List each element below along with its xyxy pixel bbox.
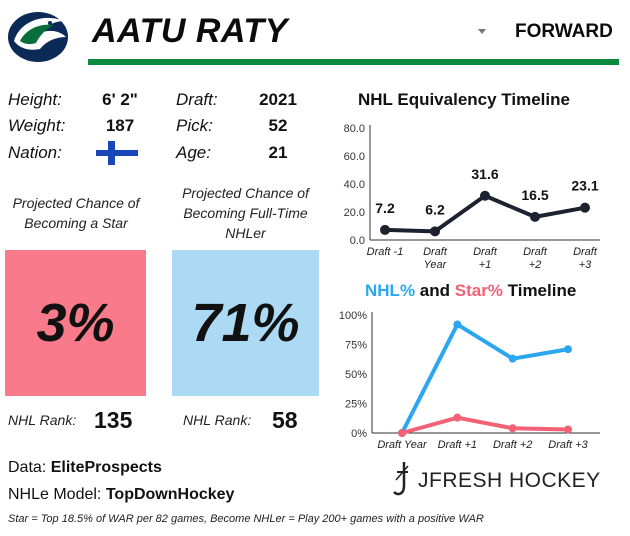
data-source-value: EliteProspects — [50, 459, 162, 476]
y-tick-label: 20.0 — [344, 207, 365, 219]
star-chance-title: Projected Chance of Becoming a Star — [12, 195, 140, 231]
jfresh-hockey-stick-logo-icon — [393, 462, 409, 496]
star-chance-box: 3% — [5, 250, 146, 396]
nhl-pct-data-point — [564, 345, 572, 354]
x-tick-label: Draft +3 — [548, 439, 588, 451]
draft-value: 2021 — [259, 90, 297, 109]
star-pct-data-point — [398, 429, 406, 437]
x-tick-label: +3 — [579, 259, 592, 271]
chevron-down-icon[interactable] — [478, 29, 486, 34]
nhl-pct-data-point — [453, 320, 462, 329]
nhler-chance-box: 71% — [172, 250, 319, 396]
x-tick-label: Draft — [473, 246, 498, 258]
draft-label: Draft: — [176, 90, 218, 109]
nhle-chart-title: NHL Equivalency Timeline — [358, 90, 570, 109]
y-tick-label: 75% — [345, 340, 367, 352]
nhle-data-label: 23.1 — [571, 178, 598, 194]
x-tick-label: Draft +2 — [493, 439, 532, 451]
x-tick-label: Draft — [573, 246, 598, 258]
height-value: 6' 2" — [102, 90, 138, 109]
nhle-data-label: 16.5 — [521, 187, 548, 203]
weight-value: 187 — [105, 116, 135, 135]
nhl-pct-series-line — [400, 322, 569, 434]
y-tick-label: 25% — [345, 399, 367, 411]
header-divider — [88, 59, 619, 65]
nhler-chance-title: Projected Chance of Becoming Full-Time N… — [182, 185, 309, 241]
player-name: AATU RATY — [92, 12, 288, 50]
nhle-data-label: 7.2 — [375, 200, 395, 216]
nhle-series-line — [384, 193, 586, 234]
model-source: NHLe Model: TopDownHockey — [8, 487, 234, 503]
pct-chart-title-and: and — [415, 281, 455, 300]
star-chance-value: 3% — [36, 293, 115, 353]
pct-timeline-chart: 0% 25% 50% 75% 100% Draft Year Draft +1 Draft +… — [339, 310, 600, 451]
jfresh-hockey-brand: JFRESH HOCKEY — [418, 469, 601, 492]
nhler-rank-label: NHL Rank: — [183, 412, 252, 428]
x-tick-label: Draft -1 — [367, 246, 404, 258]
nhl-pct-data-point — [508, 354, 517, 363]
x-tick-label: Draft — [423, 246, 448, 258]
x-tick-label: Draft Year — [377, 439, 428, 451]
finland-flag-icon — [96, 141, 138, 165]
nhle-data-point — [580, 202, 590, 213]
model-source-value: TopDownHockey — [105, 486, 235, 503]
star-rank-value: 135 — [94, 407, 133, 433]
nhler-rank-value: 58 — [272, 407, 298, 433]
pct-chart-title-nhl: NHL% — [365, 281, 416, 300]
pct-chart-title-star: Star% — [454, 281, 503, 300]
nation-label: Nation: — [8, 143, 62, 162]
x-tick-label: +2 — [529, 259, 542, 271]
y-tick-label: 80.0 — [344, 123, 365, 135]
star-rank-label: NHL Rank: — [8, 412, 77, 428]
pct-chart-title-tail: Timeline — [502, 281, 577, 300]
star-pct-data-point — [564, 425, 572, 434]
weight-label: Weight: — [8, 116, 66, 135]
age-label: Age: — [176, 143, 211, 162]
age-value: 21 — [268, 143, 288, 162]
nhle-data-point — [380, 224, 390, 235]
pick-label: Pick: — [176, 116, 213, 135]
footnote: Star = Top 18.5% of WAR per 82 games, Be… — [8, 513, 484, 525]
player-position: FORWARD — [515, 21, 613, 42]
nhle-data-label: 31.6 — [471, 166, 498, 182]
star-pct-data-point — [453, 413, 462, 422]
x-tick-label: +1 — [479, 259, 492, 271]
y-tick-label: 0.0 — [350, 235, 365, 247]
team-logo-icon — [8, 12, 68, 62]
pick-value: 52 — [268, 116, 288, 135]
star-pct-series-line — [401, 415, 569, 435]
x-tick-label: Draft +1 — [438, 439, 477, 451]
height-label: Height: — [8, 90, 62, 109]
data-source: Data: EliteProspects — [8, 460, 162, 476]
model-source-label: NHLe Model: — [8, 486, 102, 503]
nhle-data-label: 6.2 — [425, 201, 445, 217]
y-tick-label: 0% — [351, 428, 367, 440]
data-source-label: Data: — [8, 459, 47, 476]
nhler-chance-value: 71% — [191, 293, 300, 353]
star-pct-data-point — [508, 424, 517, 433]
y-tick-label: 60.0 — [344, 151, 365, 163]
y-tick-label: 100% — [339, 310, 367, 322]
nhle-data-point — [430, 226, 440, 237]
x-tick-label: Year — [424, 259, 448, 271]
nhle-data-point — [480, 190, 490, 201]
pct-chart-title: NHL% and Star% Timeline — [365, 282, 576, 299]
y-tick-label: 50% — [345, 369, 367, 381]
x-tick-label: Draft — [523, 246, 548, 258]
y-tick-label: 40.0 — [344, 179, 365, 191]
nhle-data-point — [530, 211, 540, 222]
